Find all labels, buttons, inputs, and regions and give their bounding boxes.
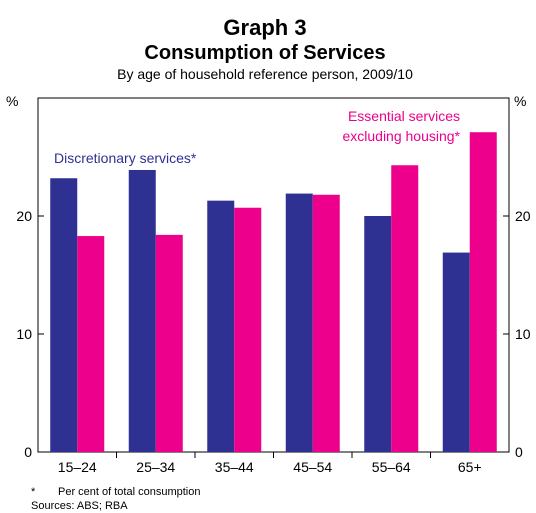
bar-essential: [155, 234, 183, 452]
sources-note: Sources: ABS; RBA: [31, 500, 128, 512]
bar-essential: [77, 236, 105, 452]
legend-essential-line2: excluding housing*: [342, 128, 460, 144]
y-tick-label-right: 20: [515, 208, 531, 224]
bar-discretionary: [50, 178, 78, 453]
bar-essential: [234, 207, 262, 452]
bar-essential: [312, 194, 340, 452]
bar-discretionary: [285, 193, 313, 452]
footnote-marker: *: [31, 486, 36, 498]
x-tick-label: 45–54: [293, 459, 332, 475]
chart-subtitle: Consumption of Services: [144, 42, 385, 64]
legend-discretionary: Discretionary services*: [54, 150, 197, 166]
footnote-text: Per cent of total consumption: [58, 486, 200, 498]
bar-essential: [469, 132, 497, 452]
bar-essential: [391, 165, 419, 452]
x-tick-label: 35–44: [215, 459, 254, 475]
chart-caption: By age of household reference person, 20…: [117, 66, 413, 82]
y-tick-label-right: 10: [515, 326, 531, 342]
legend-essential-line1: Essential services: [348, 108, 460, 124]
y-axis-unit-right: %: [514, 93, 526, 109]
y-tick-label-right: 0: [515, 444, 523, 460]
x-tick-label: 15–24: [58, 459, 97, 475]
y-tick-label-left: 0: [24, 444, 32, 460]
x-tick-label: 65+: [458, 459, 482, 475]
y-tick-label-left: 20: [16, 208, 32, 224]
bars: [50, 132, 497, 453]
bar-discretionary: [207, 200, 235, 452]
x-tick-label: 55–64: [372, 459, 411, 475]
chart-title: Graph 3: [223, 15, 306, 40]
y-tick-label-left: 10: [16, 326, 32, 342]
bar-discretionary: [364, 216, 392, 452]
y-axis-unit-left: %: [6, 93, 18, 109]
bar-discretionary: [442, 252, 470, 452]
x-tick-label: 25–34: [136, 459, 175, 475]
bar-discretionary: [128, 169, 156, 453]
y-ticks: 0 0 10 10 20 20: [16, 208, 530, 460]
x-ticks: 15–24 25–34 35–44 45–54 55–64 65+: [58, 452, 482, 475]
